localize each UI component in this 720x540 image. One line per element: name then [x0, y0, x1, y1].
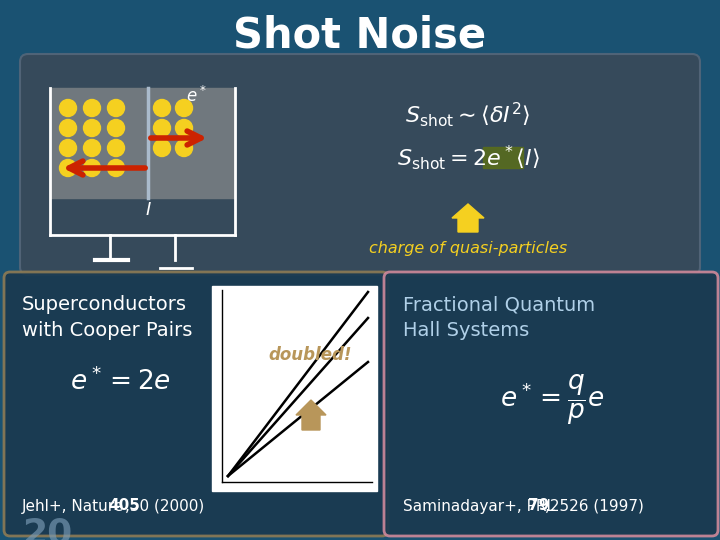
- Bar: [483, 147, 523, 168]
- Circle shape: [176, 119, 192, 137]
- Circle shape: [107, 119, 125, 137]
- Circle shape: [107, 99, 125, 117]
- Circle shape: [153, 119, 171, 137]
- Text: Jehl+, Nature: Jehl+, Nature: [22, 498, 129, 514]
- Circle shape: [84, 119, 101, 137]
- Circle shape: [107, 159, 125, 177]
- Circle shape: [84, 159, 101, 177]
- Bar: [50, 88, 235, 198]
- Text: ,50 (2000): ,50 (2000): [125, 498, 204, 514]
- Text: Superconductors: Superconductors: [22, 295, 187, 314]
- Circle shape: [60, 99, 76, 117]
- Circle shape: [107, 139, 125, 157]
- Text: 405: 405: [108, 498, 140, 514]
- Text: $S_{\rm shot} = 2e^*\langle I \rangle$: $S_{\rm shot} = 2e^*\langle I \rangle$: [397, 144, 539, 172]
- Circle shape: [176, 139, 192, 157]
- Text: with Cooper Pairs: with Cooper Pairs: [22, 321, 192, 340]
- Text: $e^* = \dfrac{q}{p}e$: $e^* = \dfrac{q}{p}e$: [500, 373, 604, 427]
- Text: Saminadayar+, PRL: Saminadayar+, PRL: [403, 498, 555, 514]
- Text: doubled!: doubled!: [269, 346, 352, 364]
- Text: Shot Noise: Shot Noise: [233, 15, 487, 57]
- Circle shape: [153, 99, 171, 117]
- Text: Hall Systems: Hall Systems: [403, 321, 529, 340]
- Text: ,2526 (1997): ,2526 (1997): [545, 498, 644, 514]
- Text: $S_{\rm shot} \sim \langle \delta I^2 \rangle$: $S_{\rm shot} \sim \langle \delta I^2 \r…: [405, 100, 531, 130]
- Circle shape: [60, 139, 76, 157]
- Bar: [212, 286, 377, 491]
- Circle shape: [176, 99, 192, 117]
- FancyBboxPatch shape: [384, 272, 718, 536]
- Polygon shape: [296, 400, 326, 430]
- Text: $I$: $I$: [145, 201, 151, 219]
- Circle shape: [60, 119, 76, 137]
- Circle shape: [153, 139, 171, 157]
- Text: 79: 79: [528, 498, 549, 514]
- FancyBboxPatch shape: [20, 54, 700, 275]
- Text: 20: 20: [22, 517, 72, 540]
- Text: $e^* = 2e$: $e^* = 2e$: [70, 368, 171, 396]
- Text: $e^*$: $e^*$: [186, 86, 207, 106]
- Circle shape: [84, 99, 101, 117]
- Circle shape: [60, 159, 76, 177]
- Text: Fractional Quantum: Fractional Quantum: [403, 295, 595, 314]
- Text: charge of quasi-particles: charge of quasi-particles: [369, 240, 567, 255]
- Polygon shape: [452, 204, 484, 232]
- Circle shape: [84, 139, 101, 157]
- FancyBboxPatch shape: [4, 272, 388, 536]
